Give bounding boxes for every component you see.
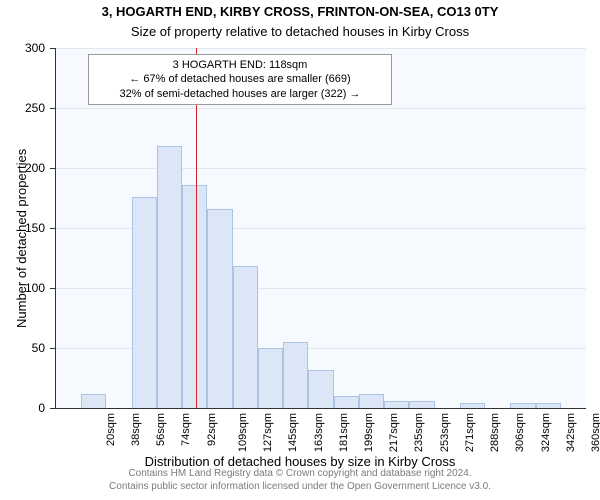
footer-text: Contains HM Land Registry data © Crown c… — [0, 468, 600, 493]
gridline — [56, 48, 586, 49]
y-tick-label: 0 — [0, 401, 45, 415]
histogram-bar — [81, 394, 106, 408]
histogram-bar — [283, 342, 308, 408]
y-tick-mark — [50, 48, 55, 49]
histogram-bar — [359, 394, 384, 408]
histogram-bar — [384, 401, 409, 408]
x-tick-label: 342sqm — [565, 413, 577, 452]
y-tick-label: 200 — [0, 161, 45, 175]
footer-line-2: Contains public sector information licen… — [0, 481, 600, 494]
y-tick-label: 150 — [0, 221, 45, 235]
x-tick-label: 217sqm — [388, 413, 400, 452]
x-axis-label: Distribution of detached houses by size … — [0, 454, 600, 469]
x-tick-label: 324sqm — [540, 413, 552, 452]
histogram-bar — [258, 348, 283, 408]
x-tick-label: 74sqm — [180, 413, 192, 446]
histogram-bar — [334, 396, 359, 408]
chart-title: 3, HOGARTH END, KIRBY CROSS, FRINTON-ON-… — [0, 4, 600, 19]
x-tick-label: 360sqm — [590, 413, 600, 452]
histogram-bar — [157, 146, 182, 408]
y-tick-mark — [50, 108, 55, 109]
histogram-bar — [510, 403, 535, 408]
x-tick-label: 109sqm — [237, 413, 249, 452]
x-tick-label: 127sqm — [262, 413, 274, 452]
y-tick-label: 100 — [0, 281, 45, 295]
footer-line-1: Contains HM Land Registry data © Crown c… — [0, 468, 600, 481]
x-tick-label: 20sqm — [105, 413, 117, 446]
x-tick-label: 181sqm — [338, 413, 350, 452]
y-tick-mark — [50, 228, 55, 229]
histogram-bar — [460, 403, 485, 408]
gridline — [56, 108, 586, 109]
y-tick-label: 300 — [0, 41, 45, 55]
x-tick-label: 163sqm — [313, 413, 325, 452]
x-tick-label: 145sqm — [287, 413, 299, 452]
x-tick-label: 271sqm — [464, 413, 476, 452]
x-tick-label: 235sqm — [414, 413, 426, 452]
histogram-bar — [233, 266, 258, 408]
annotation-line-1: 3 HOGARTH END: 118sqm — [95, 58, 385, 72]
x-tick-label: 56sqm — [155, 413, 167, 446]
histogram-bar — [132, 197, 157, 408]
annotation-line-2: ← 67% of detached houses are smaller (66… — [95, 72, 385, 86]
y-tick-label: 250 — [0, 101, 45, 115]
y-tick-mark — [50, 288, 55, 289]
histogram-bar — [536, 403, 561, 408]
x-tick-label: 306sqm — [515, 413, 527, 452]
x-tick-label: 288sqm — [489, 413, 501, 452]
x-tick-label: 253sqm — [439, 413, 451, 452]
x-tick-label: 92sqm — [206, 413, 218, 446]
gridline — [56, 168, 586, 169]
annotation-line-3: 32% of semi-detached houses are larger (… — [95, 87, 385, 101]
y-tick-mark — [50, 348, 55, 349]
y-tick-mark — [50, 168, 55, 169]
histogram-bar — [207, 209, 232, 408]
histogram-bar — [409, 401, 434, 408]
histogram-bar — [308, 370, 333, 408]
x-tick-label: 38sqm — [130, 413, 142, 446]
chart-subtitle: Size of property relative to detached ho… — [0, 24, 600, 39]
y-tick-mark — [50, 408, 55, 409]
chart-root: 3, HOGARTH END, KIRBY CROSS, FRINTON-ON-… — [0, 0, 600, 500]
y-tick-label: 50 — [0, 341, 45, 355]
annotation-box: 3 HOGARTH END: 118sqm ← 67% of detached … — [88, 54, 392, 105]
y-axis-label: Number of detached properties — [14, 149, 29, 328]
histogram-bar — [182, 185, 207, 408]
x-tick-label: 199sqm — [363, 413, 375, 452]
